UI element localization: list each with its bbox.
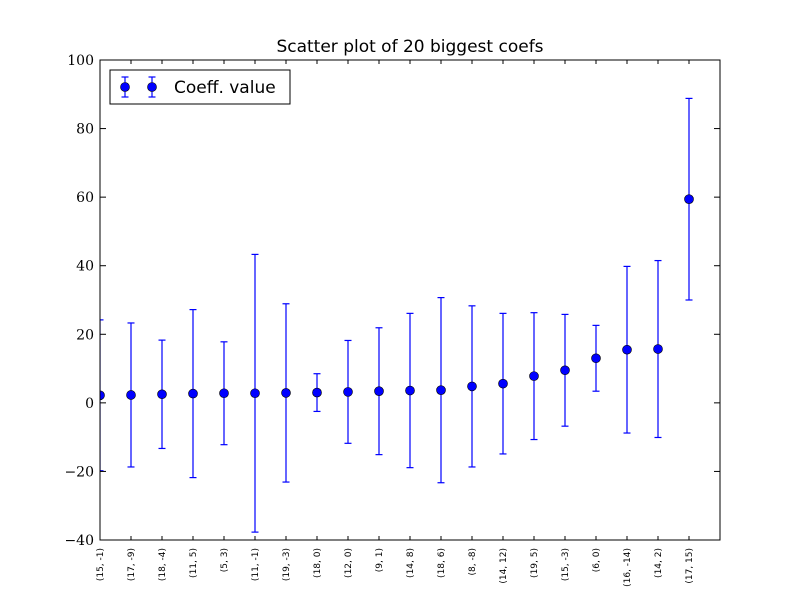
- data-point: [653, 344, 663, 354]
- data-point: [405, 385, 415, 396]
- x-tick-label: (18, 0): [313, 548, 323, 578]
- data-point: [281, 388, 291, 398]
- data-point: [622, 344, 632, 355]
- data-point: [467, 381, 477, 392]
- x-tick-label: (5, 3): [220, 548, 230, 572]
- y-tick-label: 40: [76, 259, 94, 275]
- data-point: [560, 365, 570, 376]
- y-tick-label: −20: [64, 464, 94, 480]
- x-tick-label: (17, 15): [685, 548, 695, 584]
- x-tick-label: (16, -14): [623, 548, 633, 587]
- y-tick-label: 100: [67, 53, 94, 69]
- x-tick-label: (19, 5): [530, 548, 540, 578]
- data-point: [312, 387, 322, 398]
- x-tick-label: (8, -8): [468, 548, 478, 575]
- chart-marks: [100, 97, 694, 533]
- x-tick-label: (14, 2): [654, 548, 664, 578]
- y-tick-label: 60: [76, 190, 94, 206]
- legend-box: [109, 69, 291, 105]
- x-tick-label: (19, -3): [282, 548, 292, 581]
- x-tick-label: (14, 12): [499, 548, 509, 584]
- legend-marker: [147, 82, 157, 92]
- chart-title: Scatter plot of 20 biggest coefs: [276, 37, 543, 57]
- x-tick-label: (9, 1): [375, 548, 385, 572]
- data-point: [126, 390, 136, 400]
- data-point: [250, 388, 260, 399]
- x-tick-label: (11, -1): [251, 548, 261, 581]
- x-tick-label: (14, 8): [406, 548, 416, 578]
- x-tick-label: (6, 0): [592, 548, 602, 572]
- data-point: [529, 371, 539, 381]
- x-tick-label: (11, 5): [189, 548, 199, 578]
- data-point: [374, 386, 384, 397]
- x-tick-label: (15, -3): [561, 548, 571, 581]
- legend: Coeff. value: [109, 69, 291, 105]
- x-tick-label: (17, -9): [127, 548, 137, 581]
- y-tick-label: 20: [76, 327, 94, 343]
- x-tick-label: (15, -1): [96, 548, 106, 581]
- x-tick-label: (18, -4): [158, 548, 168, 581]
- data-point: [157, 389, 167, 400]
- data-point: [684, 194, 694, 204]
- y-tick-label: 80: [76, 122, 94, 138]
- y-axis: −40 −20 0 20 40 60 80 100: [64, 53, 720, 549]
- y-tick-label: −40: [64, 533, 94, 549]
- data-point: [343, 387, 353, 397]
- x-axis: (15, -1) (17, -9) (18, -4) (11, 5) (5, 3) (11…: [96, 60, 695, 587]
- x-tick-label: (18, 6): [437, 548, 447, 578]
- data-point: [100, 390, 105, 401]
- data-point: [498, 378, 508, 389]
- data-point: [591, 353, 601, 364]
- data-point: [188, 388, 198, 399]
- plot-clip-area: [100, 97, 694, 533]
- data-point: [436, 385, 446, 395]
- x-tick-label: (12, 0): [344, 548, 354, 578]
- legend-marker: [120, 82, 130, 92]
- y-tick-label: 0: [85, 396, 94, 412]
- legend-label: Coeff. value: [174, 78, 276, 98]
- data-point: [219, 388, 229, 399]
